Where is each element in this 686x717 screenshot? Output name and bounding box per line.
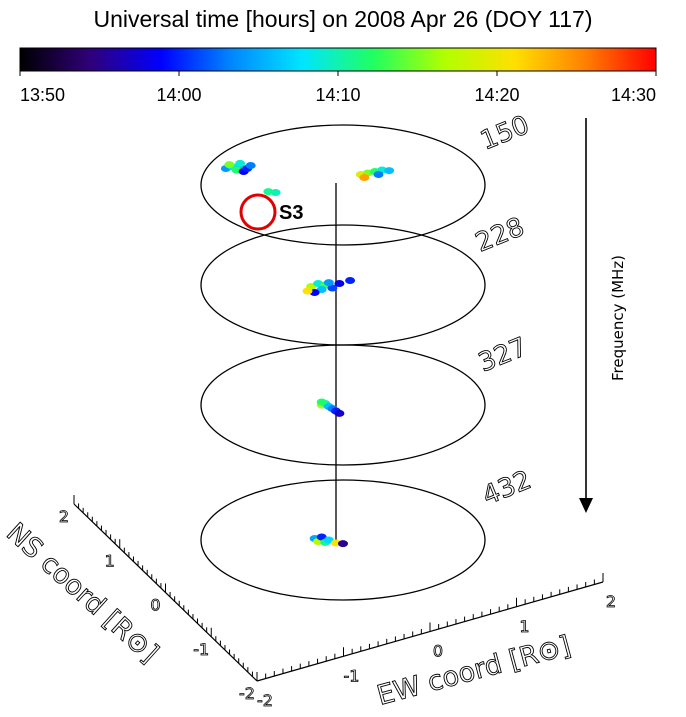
ns-axis-title: NS coord [R⊙] bbox=[0, 517, 164, 669]
ns-tick-label: 1 bbox=[105, 551, 115, 570]
data-point bbox=[323, 279, 334, 287]
frequency-label: 228 bbox=[471, 212, 528, 258]
data-point bbox=[384, 167, 395, 175]
frequency-axis-label: Frequency (MHz) bbox=[609, 255, 627, 381]
ns-tick-label: -1 bbox=[193, 640, 209, 659]
ew-tick-label: 2 bbox=[606, 592, 616, 611]
colorbar-ticks: 13:50 14:00 14:10 14:20 14:30 bbox=[19, 71, 657, 105]
ew-tick-label: 1 bbox=[519, 617, 529, 636]
frequency-disk bbox=[200, 344, 486, 466]
data-point bbox=[334, 409, 345, 417]
data-point bbox=[316, 398, 327, 406]
ns-tick-label: 2 bbox=[59, 507, 69, 526]
s3-annotation: S3 bbox=[279, 202, 303, 224]
data-point bbox=[345, 277, 356, 284]
frequency-disks bbox=[200, 124, 486, 601]
frequency-label: 327 bbox=[474, 332, 531, 378]
data-points bbox=[220, 159, 395, 548]
data-point bbox=[334, 280, 345, 287]
ns-tick-label: 0 bbox=[150, 596, 160, 615]
frequency-label: 150 bbox=[476, 110, 533, 156]
chart-title: Universal time [hours] on 2008 Apr 26 (D… bbox=[93, 6, 592, 32]
axis-ticks: 2 1 0 -1 -2 -2 -1 0 1 2 bbox=[59, 495, 616, 710]
data-point bbox=[373, 171, 384, 178]
frequency-disk bbox=[200, 124, 486, 246]
data-point bbox=[263, 188, 274, 196]
colorbar-tick-label: 14:30 bbox=[611, 85, 656, 105]
frequency-arrowhead bbox=[579, 498, 593, 513]
data-point bbox=[302, 287, 313, 295]
ew-tick-label: 0 bbox=[433, 642, 443, 661]
ns-tick-label: -2 bbox=[239, 684, 255, 703]
colorbar-tick-label: 14:00 bbox=[156, 85, 201, 105]
colorbar-tick-label: 14:20 bbox=[474, 85, 519, 105]
data-point bbox=[235, 159, 246, 167]
colorbar-tick-label: 13:50 bbox=[20, 85, 65, 105]
data-point bbox=[338, 540, 348, 548]
ew-axis-title: EW coord [R⊙] bbox=[374, 630, 574, 711]
data-point bbox=[359, 174, 370, 181]
frequency-label: 432 bbox=[478, 465, 535, 511]
data-point bbox=[224, 161, 235, 169]
data-point bbox=[245, 162, 256, 169]
colorbar bbox=[19, 47, 657, 72]
s3-marker-circle bbox=[239, 193, 277, 231]
frequency-disk bbox=[200, 479, 486, 601]
colorbar-tick-label: 14:10 bbox=[315, 85, 360, 105]
ew-tick-label: -1 bbox=[344, 666, 360, 685]
ew-tick-label: -2 bbox=[257, 691, 273, 710]
